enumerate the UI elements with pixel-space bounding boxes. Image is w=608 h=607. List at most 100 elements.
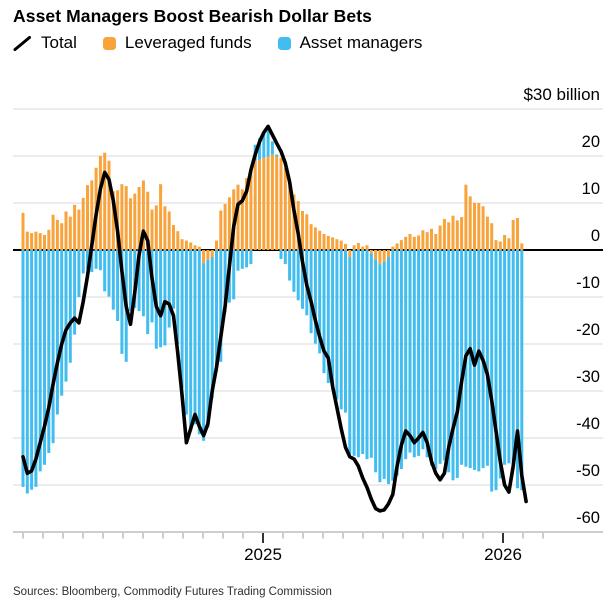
legend: Total Leveraged funds Asset managers bbox=[13, 33, 422, 53]
bar-asset-managers bbox=[141, 250, 145, 317]
bar-leveraged-funds bbox=[477, 203, 481, 250]
bar-asset-managers bbox=[451, 250, 455, 481]
bar-asset-managers bbox=[159, 250, 163, 348]
bar-asset-managers bbox=[236, 250, 240, 271]
bar-asset-managers bbox=[352, 250, 356, 456]
bar-leveraged-funds bbox=[473, 203, 476, 250]
bar-leveraged-funds bbox=[516, 218, 519, 250]
bar-leveraged-funds bbox=[77, 209, 81, 250]
total-line-icon bbox=[13, 35, 31, 51]
bar-leveraged-funds bbox=[507, 238, 511, 250]
bar-asset-managers bbox=[245, 250, 249, 268]
bar-leveraged-funds bbox=[245, 178, 249, 250]
bar-leveraged-funds bbox=[249, 171, 253, 250]
bar-leveraged-funds bbox=[455, 220, 459, 250]
bar-asset-managers bbox=[326, 250, 330, 384]
bar-asset-managers bbox=[120, 250, 124, 354]
bar-asset-managers bbox=[374, 259, 378, 473]
bar-leveraged-funds bbox=[408, 234, 412, 250]
bar-asset-managers bbox=[399, 250, 403, 470]
bar-leveraged-funds bbox=[498, 241, 502, 250]
x-axis-year-label: 2025 bbox=[244, 545, 282, 564]
bar-asset-managers bbox=[249, 250, 253, 265]
bar-leveraged-funds bbox=[55, 219, 59, 250]
bar-asset-managers bbox=[296, 250, 300, 301]
leveraged-funds-swatch-icon bbox=[102, 36, 116, 50]
bar-asset-managers bbox=[455, 250, 459, 478]
bar-asset-managers bbox=[442, 250, 446, 461]
bar-leveraged-funds bbox=[124, 186, 128, 250]
bar-leveraged-funds bbox=[133, 193, 137, 250]
bar-asset-managers bbox=[38, 250, 42, 472]
bar-leveraged-funds bbox=[236, 184, 240, 250]
bar-asset-managers bbox=[387, 257, 390, 485]
bar-leveraged-funds bbox=[438, 225, 442, 250]
bar-leveraged-funds bbox=[86, 185, 89, 250]
bar-leveraged-funds bbox=[309, 224, 313, 250]
legend-item-leveraged-funds: Leveraged funds bbox=[102, 33, 252, 53]
bar-asset-managers bbox=[47, 250, 51, 454]
bar-leveraged-funds bbox=[64, 211, 68, 250]
bar-asset-managers bbox=[507, 250, 511, 464]
bar-asset-managers bbox=[460, 250, 464, 465]
bar-leveraged-funds bbox=[503, 234, 507, 250]
bar-asset-managers bbox=[43, 250, 46, 465]
bar-leveraged-funds bbox=[344, 243, 347, 250]
bar-leveraged-funds bbox=[51, 214, 55, 250]
bar-leveraged-funds bbox=[172, 225, 175, 250]
legend-label-asset-managers: Asset managers bbox=[299, 33, 423, 52]
bar-leveraged-funds bbox=[262, 157, 266, 250]
bar-leveraged-funds bbox=[451, 215, 455, 250]
bar-asset-managers bbox=[116, 250, 120, 321]
bar-leveraged-funds bbox=[417, 235, 421, 250]
bar-asset-managers bbox=[51, 250, 55, 444]
bar-leveraged-funds bbox=[365, 245, 369, 250]
bar-asset-managers bbox=[240, 250, 244, 269]
bar-leveraged-funds bbox=[430, 228, 433, 250]
bar-leveraged-funds bbox=[404, 236, 408, 250]
bar-leveraged-funds bbox=[348, 250, 352, 258]
bar-leveraged-funds bbox=[361, 246, 365, 250]
bar-leveraged-funds bbox=[511, 219, 515, 250]
bar-leveraged-funds bbox=[219, 210, 223, 250]
bar-asset-managers bbox=[361, 250, 365, 454]
y-axis-labels: $30 billion 20 10 0 -10 -20 -30 -40 -50 -60 bbox=[523, 85, 600, 527]
bar-asset-managers bbox=[60, 250, 64, 396]
bar-leveraged-funds bbox=[25, 231, 29, 250]
bar-asset-managers bbox=[94, 250, 98, 269]
bar-leveraged-funds bbox=[159, 184, 163, 250]
bar-leveraged-funds bbox=[68, 216, 72, 250]
bar-asset-managers bbox=[477, 250, 481, 472]
bar-leveraged-funds bbox=[120, 184, 124, 250]
bars-asset-managers bbox=[21, 129, 524, 494]
bar-leveraged-funds bbox=[210, 250, 214, 258]
bar-leveraged-funds bbox=[447, 222, 451, 250]
bar-leveraged-funds bbox=[223, 203, 227, 250]
bar-asset-managers bbox=[210, 257, 214, 399]
y-axis-tick-label: -50 bbox=[576, 462, 600, 480]
bar-asset-managers bbox=[180, 250, 184, 389]
bar-leveraged-funds bbox=[374, 250, 378, 260]
legend-item-total: Total bbox=[13, 33, 77, 53]
bar-asset-managers bbox=[283, 250, 287, 265]
bar-leveraged-funds bbox=[202, 250, 206, 264]
bar-asset-managers bbox=[318, 250, 322, 354]
bar-leveraged-funds bbox=[421, 230, 425, 250]
bar-leveraged-funds bbox=[305, 214, 309, 250]
y-axis-tick-label: 0 bbox=[591, 227, 600, 245]
bar-asset-managers bbox=[77, 250, 81, 297]
bar-leveraged-funds bbox=[240, 189, 244, 250]
bar-leveraged-funds bbox=[47, 229, 51, 250]
bar-leveraged-funds bbox=[391, 246, 395, 250]
bar-asset-managers bbox=[163, 250, 167, 346]
bar-asset-managers bbox=[301, 250, 304, 309]
grid-lines bbox=[13, 108, 603, 533]
bar-asset-managers bbox=[146, 250, 150, 335]
bar-leveraged-funds bbox=[184, 240, 188, 250]
bar-leveraged-funds bbox=[215, 240, 218, 250]
bar-leveraged-funds bbox=[43, 234, 46, 250]
bar-leveraged-funds bbox=[335, 239, 339, 250]
bar-asset-managers bbox=[468, 250, 472, 469]
bar-leveraged-funds bbox=[107, 160, 111, 250]
bar-asset-managers bbox=[348, 257, 352, 454]
